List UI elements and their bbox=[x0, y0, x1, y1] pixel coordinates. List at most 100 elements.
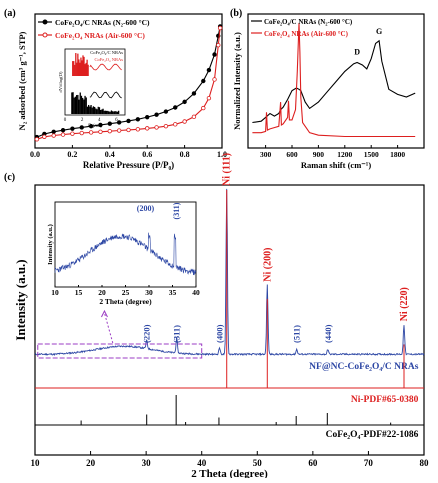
panel-a-inset-xtick-label: 0 bbox=[64, 118, 67, 123]
panel-a-point bbox=[182, 119, 187, 124]
panel-a-ylabel: N₂ adsorbed (cm³ g⁻¹, STP) bbox=[17, 31, 27, 130]
panel-c-series-name: NF@NC-CoFe₂O₄/C NRAs bbox=[309, 362, 419, 372]
panel-c-xtick-label: 20 bbox=[86, 458, 96, 468]
panel-c-peak-label: (440) bbox=[323, 324, 333, 343]
panel-c-inset-ylabel: Intensity (a.u.) bbox=[47, 224, 54, 265]
panel-a-xtick-label: 1.0 bbox=[217, 150, 227, 159]
panel-c-peak-label: Ni (220) bbox=[399, 287, 410, 321]
panel-a-xtick-label: 0.6 bbox=[142, 150, 152, 159]
panel-a-xtick-label: 0.2 bbox=[67, 150, 77, 159]
panel-a-point bbox=[173, 105, 178, 110]
panel-a-inset-xtick-label: 4 bbox=[98, 118, 101, 123]
panel-a-inset-ylabel: dV/dlog(D) bbox=[58, 71, 63, 92]
panel-a-point bbox=[163, 109, 169, 114]
panel-c-tag: (c) bbox=[4, 172, 15, 183]
panel-c-xtick-label: 30 bbox=[142, 458, 152, 468]
panel-b-xtick-label: 1800 bbox=[390, 150, 405, 159]
panel-c-frame bbox=[34, 184, 425, 456]
panel-a-frame bbox=[34, 13, 223, 149]
panel-c-ylabel: Intensity (a.u.) bbox=[13, 259, 28, 340]
panel-a-point bbox=[144, 114, 150, 120]
panel-b-series-line bbox=[252, 39, 416, 124]
panel-a-point bbox=[34, 137, 40, 142]
panel-b-annotation-D: D bbox=[354, 48, 360, 57]
panel-a-xtick-label: 0.4 bbox=[105, 150, 115, 159]
panel-a-point bbox=[88, 130, 94, 135]
panel-a-xtick-label: 0.0 bbox=[30, 150, 40, 159]
panel-c-peak-label: Ni (200) bbox=[262, 248, 273, 282]
panel-b-ylabel: Normalized Intensity (a.u.) bbox=[232, 32, 242, 130]
panel-c-inset-xtick-label: 40 bbox=[192, 288, 200, 297]
panel-c-xtick-label: 70 bbox=[364, 458, 374, 468]
panel-a-point bbox=[191, 91, 197, 96]
panel-c-inset-peak-label: (200) bbox=[137, 204, 155, 213]
panel-c-xrd-pattern bbox=[34, 188, 425, 357]
panel-c-xtick-label: 50 bbox=[253, 458, 263, 468]
panel-b-annotation-G: G bbox=[376, 27, 382, 36]
panel-a-point bbox=[216, 42, 221, 48]
panel-c-xtick-label: 60 bbox=[308, 458, 318, 468]
panel-a-inset-black-line bbox=[89, 91, 122, 99]
panel-c-inset-xtick-label: 10 bbox=[51, 288, 59, 297]
panel-a-tag: (a) bbox=[4, 8, 16, 19]
panel-a-inset-xtick-label: 2 bbox=[81, 118, 84, 123]
panel-a-point bbox=[60, 132, 66, 137]
panel-a-inset-xlabel: D (nm) bbox=[87, 124, 103, 129]
panel-b-xlabel: Raman shift (cm⁻¹) bbox=[301, 160, 371, 170]
panel-b-tag: (b) bbox=[230, 8, 242, 19]
panel-a-point bbox=[144, 126, 150, 131]
panel-a-xlabel: Relative Pressure (P/P₀) bbox=[83, 160, 174, 170]
panel-a-legend-marker bbox=[42, 19, 48, 25]
panel-a-point bbox=[126, 118, 131, 124]
panel-a-point bbox=[135, 117, 141, 122]
panel-a-point bbox=[116, 120, 122, 125]
panel-b-xtick-label: 1500 bbox=[364, 150, 379, 159]
panel-a-point bbox=[98, 129, 103, 134]
panel-a-point bbox=[60, 128, 66, 133]
panel-c-peak-label: (220) bbox=[142, 324, 152, 343]
panel-a-point bbox=[51, 129, 56, 134]
panel-c-reference-name: CoFe₂O₄-PDF#22-1086 bbox=[326, 430, 419, 440]
panel-a-point bbox=[70, 131, 75, 136]
panel-a-point bbox=[116, 128, 122, 133]
panel-b-legend-label: CoFe₂O₄/C NRAs (N₂-600 °C) bbox=[264, 18, 353, 26]
panel-b-xtick-label: 900 bbox=[313, 150, 325, 159]
panel-c-xtick-label: 40 bbox=[197, 458, 207, 468]
panel-c-peak-label: (311) bbox=[172, 325, 182, 343]
panel-a-point bbox=[163, 123, 169, 129]
panel-b-xtick-label: 300 bbox=[260, 150, 272, 159]
panel-c-peak-label: (400) bbox=[214, 324, 224, 343]
panel-c-inset-xtick-label: 25 bbox=[122, 288, 130, 297]
panel-a-xtick-label: 0.8 bbox=[180, 150, 190, 159]
panel-a-legend-marker bbox=[42, 32, 48, 38]
panel-b-series-line bbox=[252, 22, 416, 138]
panel-c-inset-xtick-label: 35 bbox=[169, 288, 177, 297]
panel-a-point bbox=[182, 99, 187, 105]
panel-c-inset-pattern bbox=[54, 232, 197, 276]
panel-c-zoom-arrow bbox=[103, 312, 114, 344]
panel-a-point bbox=[212, 52, 217, 57]
panel-a-point bbox=[126, 127, 131, 133]
panel-a-point bbox=[107, 121, 112, 126]
panel-a-point bbox=[154, 125, 159, 130]
panel-c-reference-name: Ni-PDF#65-0380 bbox=[351, 395, 419, 405]
panel-a-point bbox=[212, 77, 217, 82]
panel-c-inset-xlabel: 2 Theta (degree) bbox=[99, 297, 152, 306]
panel-a-point bbox=[135, 127, 141, 132]
panel-b-xtick-label: 600 bbox=[286, 150, 298, 159]
panel-a-point bbox=[88, 123, 94, 129]
panel-c-peak-label: Ni (111) bbox=[222, 153, 233, 186]
panel-c-inset-peak-label: (311) bbox=[172, 202, 181, 219]
panel-a-inset-xtick-label: 6 bbox=[115, 118, 118, 123]
panel-a-point bbox=[51, 133, 56, 138]
panel-b-legend-label: CoFe₂O₄ NRAs (Air-600 °C) bbox=[264, 30, 349, 38]
panel-a-point bbox=[70, 126, 75, 131]
panel-a-inset-red-line bbox=[89, 63, 122, 71]
panel-a-inset-legend-1: CoFe₂O₄ NRAs bbox=[94, 57, 123, 62]
panel-b-xtick-label: 1200 bbox=[337, 150, 352, 159]
panel-a-point bbox=[206, 95, 212, 101]
panel-c-inset-frame bbox=[54, 201, 197, 288]
panel-a-point bbox=[79, 130, 84, 136]
